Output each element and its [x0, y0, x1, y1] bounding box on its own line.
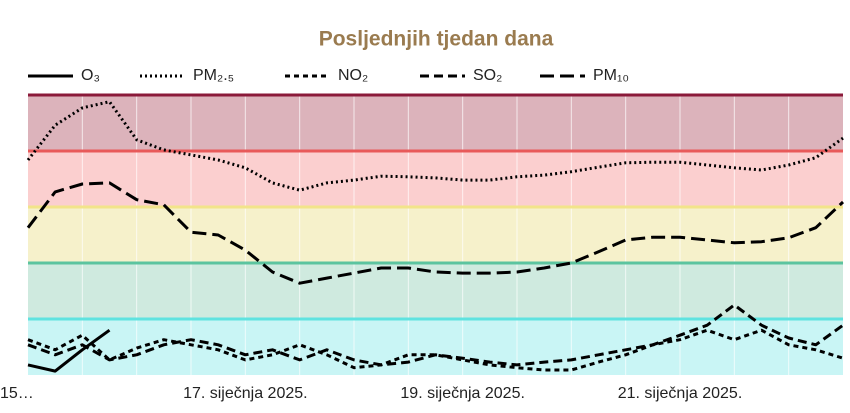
- chart-title: Posljednjih tjedan dana: [319, 28, 554, 51]
- x-tick-label: 15…: [0, 385, 34, 402]
- x-tick-label: 21. siječnja 2025.: [618, 385, 743, 402]
- band: [28, 207, 843, 263]
- legend-label: NO₂: [338, 67, 368, 84]
- band: [28, 95, 843, 151]
- legend-label: PM₂.₅: [193, 67, 234, 84]
- x-tick-label: 19. siječnja 2025.: [400, 385, 525, 402]
- legend-label: PM₁₀: [593, 67, 629, 84]
- band: [28, 263, 843, 319]
- series-line: [27, 328, 111, 373]
- legend-label: SO₂: [473, 67, 502, 84]
- legend-label: O₃: [81, 67, 100, 84]
- x-tick-label: 17. siječnja 2025.: [183, 385, 308, 402]
- band: [28, 319, 843, 375]
- series-line: [27, 328, 844, 372]
- series-line: [27, 303, 844, 367]
